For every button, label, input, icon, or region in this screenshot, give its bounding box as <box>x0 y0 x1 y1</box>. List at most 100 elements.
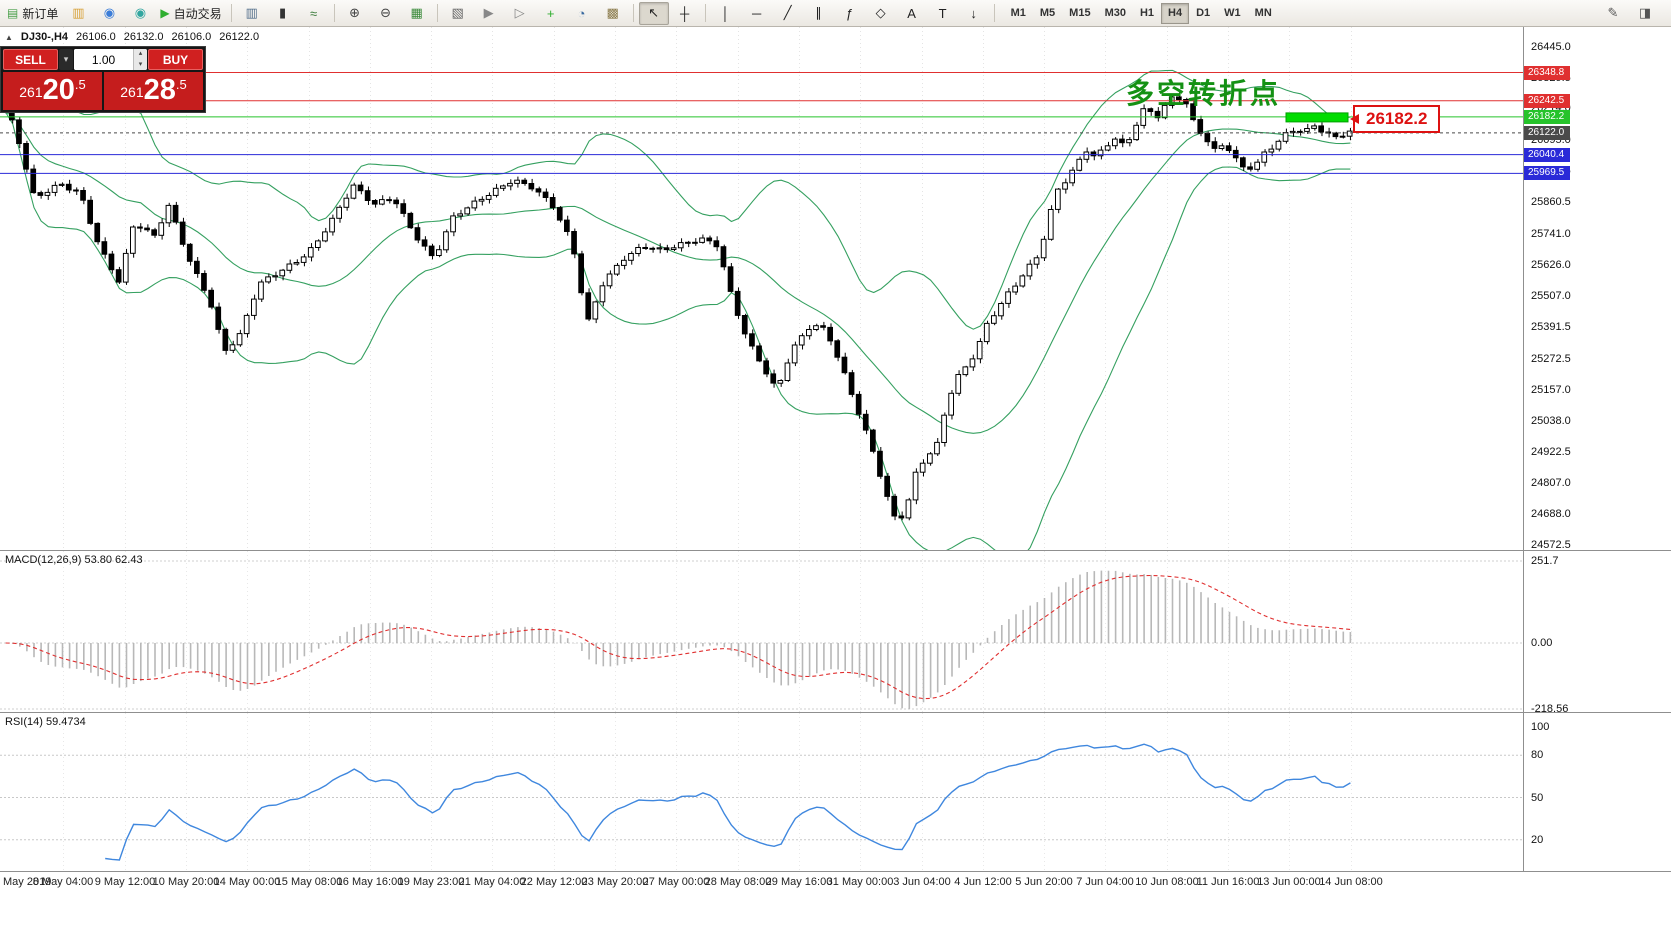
timeframe-m1[interactable]: M1 <box>1010 7 1026 19</box>
bar-chart-icon[interactable]: ▥ <box>237 2 267 25</box>
candlestick-chart-icon[interactable]: ▮ <box>268 2 298 25</box>
collapse-widget-icon[interactable]: ▲ <box>5 32 13 42</box>
toolbar-separator <box>704 4 706 22</box>
time-axis-label: 22 May 12:00 <box>520 876 588 888</box>
price-axis-label: 25741.0 <box>1531 228 1571 240</box>
vertical-line-icon[interactable]: │ <box>711 2 741 25</box>
timeframe-m5[interactable]: M5 <box>1039 7 1056 19</box>
horizontal-line-icon[interactable]: ─ <box>742 2 772 25</box>
timeframe-w1[interactable]: W1 <box>1224 7 1241 19</box>
trendline-icon[interactable]: ╱ <box>773 2 803 25</box>
strategy-tester-icon[interactable]: ◉ <box>125 2 155 25</box>
timeframe-mn[interactable]: MN <box>1254 7 1272 19</box>
time-axis-label: 14 Jun 08:00 <box>1319 876 1383 888</box>
toolbar-separator <box>436 4 438 22</box>
timeframe-h4[interactable]: H4 <box>1161 2 1190 24</box>
equidistant-channel-icon: ∥ <box>815 5 822 20</box>
price-level-badge: 26182.2 <box>1524 110 1570 124</box>
horizontal-line-icon: ─ <box>752 5 762 21</box>
time-axis[interactable]: May 2019 8 May 04:00 9 May 12:00 10 May 20:… <box>0 872 1523 890</box>
chart-shift-icon[interactable]: ▷ <box>505 2 535 25</box>
vertical-line-icon: │ <box>721 5 730 21</box>
timeframe-d1[interactable]: D1 <box>1196 7 1211 19</box>
timeframe-toolbar: M1 M5 M15 M30 H1 H4 D1 W1 MN <box>1004 2 1279 24</box>
zoom-in-icon: ⊕ <box>349 5 361 20</box>
time-axis-label: 31 May 00:00 <box>826 876 894 888</box>
tile-windows-icon[interactable]: ▦ <box>402 2 432 25</box>
macd-axis-label: 251.7 <box>1531 555 1559 567</box>
time-axis-label: 10 Jun 08:00 <box>1135 876 1199 888</box>
timeframe-h1[interactable]: H1 <box>1139 7 1155 19</box>
auto-scroll-icon[interactable]: ▶ <box>474 2 504 25</box>
market-watch-icon: ◉ <box>103 5 116 20</box>
rsi-chart[interactable] <box>0 713 1523 872</box>
macd-chart[interactable] <box>0 551 1523 713</box>
time-axis-label: 13 Jun 00:00 <box>1257 876 1321 888</box>
turning-point-annotation[interactable]: 多空转折点 <box>1126 77 1282 110</box>
panel-separator[interactable] <box>0 550 1671 551</box>
shapes-icon[interactable]: ◇ <box>866 2 896 25</box>
timeframe-m30[interactable]: M30 <box>1104 7 1126 19</box>
buy-button[interactable]: BUY <box>148 49 203 70</box>
price-axis-label: 26445.0 <box>1531 41 1571 53</box>
text-icon[interactable]: A <box>897 2 927 25</box>
price-level-badge: 26242.5 <box>1524 94 1570 108</box>
text-label-icon[interactable]: T <box>928 2 958 25</box>
auto-trading-button-label: 自动交易 <box>173 6 222 21</box>
expert-advisor-icon[interactable]: ◨ <box>1638 5 1652 20</box>
toolbar-separator <box>333 4 335 22</box>
fibonacci-icon[interactable]: ƒ <box>835 2 865 25</box>
arrows-icon[interactable]: ↓ <box>959 2 989 25</box>
fibonacci-icon: ƒ <box>845 5 854 21</box>
time-axis-label: 4 Jun 12:00 <box>954 876 1012 888</box>
arrange-windows-icon[interactable]: ▧ <box>443 2 473 25</box>
sell-button[interactable]: SELL <box>3 49 58 70</box>
toolbar-separator <box>632 4 634 22</box>
price-level-badge: 26040.4 <box>1524 148 1570 162</box>
chart-window-icon[interactable]: ▥ <box>63 2 93 25</box>
sell-price-display[interactable]: 261 20.5 <box>3 72 102 110</box>
low-value: 26106.0 <box>171 31 212 43</box>
panel-separator[interactable] <box>0 712 1671 713</box>
add-indicator-icon[interactable]: + <box>536 2 566 25</box>
market-watch-icon[interactable]: ◉ <box>94 2 124 25</box>
sell-price-pre: 261 <box>19 84 43 100</box>
price-chart[interactable] <box>0 27 1523 551</box>
volume-input[interactable] <box>74 49 133 70</box>
time-axis-label: 10 May 20:00 <box>152 876 220 888</box>
buy-price-display[interactable]: 261 28.5 <box>104 72 203 110</box>
volume-up-button[interactable]: ▴ <box>138 50 143 57</box>
zoom-in-icon[interactable]: ⊕ <box>340 2 370 25</box>
strategy-tester-icon: ◉ <box>134 5 147 20</box>
chart-edit-icon[interactable]: ✎ <box>1607 5 1619 20</box>
time-axis-label: May 2019 <box>3 876 52 888</box>
crosshair-icon[interactable]: ┼ <box>670 2 700 25</box>
arrows-icon: ↓ <box>970 5 977 21</box>
volume-dropdown-icon[interactable]: ▾ <box>59 49 73 70</box>
timeframe-m15[interactable]: M15 <box>1069 7 1091 19</box>
auto-trading-button[interactable]: ▶ 自动交易 <box>156 2 225 25</box>
zoom-out-icon[interactable]: ⊖ <box>371 2 401 25</box>
rsi-axis-label: 80 <box>1531 749 1544 761</box>
line-chart-icon[interactable]: ≈ <box>299 2 329 25</box>
time-axis-label: 23 May 20:00 <box>581 876 649 888</box>
new-order-button[interactable]: ▤ 新订单 <box>3 2 62 25</box>
price-callout[interactable]: 26182.2 <box>1349 105 1441 133</box>
macd-axis-label: -218.56 <box>1531 703 1569 715</box>
volume-down-button[interactable]: ▾ <box>138 60 143 68</box>
arrange-windows-icon: ▧ <box>451 5 464 20</box>
periods-icon[interactable]: ◔ <box>567 2 597 25</box>
templates-icon[interactable]: ▩ <box>598 2 628 25</box>
chart-window-icon: ▥ <box>72 5 85 20</box>
equidistant-channel-icon[interactable]: ∥ <box>804 2 834 25</box>
panel-separator[interactable] <box>0 871 1671 872</box>
price-axis[interactable]: 26445.026329.526214.026095.025979.525860… <box>1523 27 1671 872</box>
price-callout-text: 26182.2 <box>1366 109 1428 128</box>
tile-windows-icon: ▦ <box>410 5 423 20</box>
time-axis-label: 19 May 23:00 <box>397 876 465 888</box>
add-indicator-icon: + <box>546 5 555 21</box>
cursor-icon[interactable]: ↖ <box>638 1 669 25</box>
rsi-axis-label: 20 <box>1531 834 1544 846</box>
time-axis-label: 15 May 08:00 <box>275 876 343 888</box>
